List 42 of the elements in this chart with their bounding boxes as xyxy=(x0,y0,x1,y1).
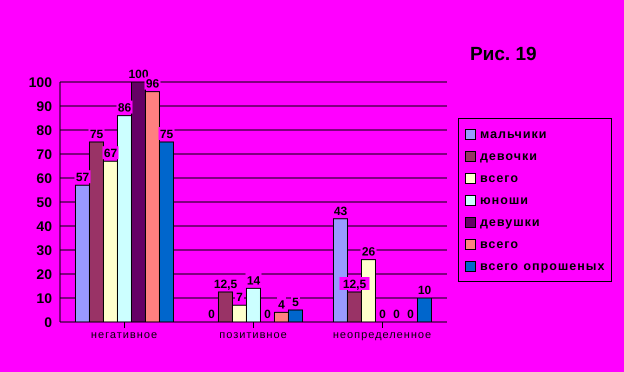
x-tick-label: негативное xyxy=(90,328,158,341)
y-tick-label: 60 xyxy=(36,170,52,186)
y-tick-label: 80 xyxy=(36,122,52,138)
legend-label: всего опрошеных xyxy=(480,259,606,273)
data-label: 0 xyxy=(407,307,414,321)
y-tick-label: 70 xyxy=(36,146,52,162)
y-tick-label: 50 xyxy=(36,194,52,210)
y-tick-label: 10 xyxy=(36,290,52,306)
data-label: 12,5 xyxy=(342,277,366,291)
data-label: 10 xyxy=(418,283,432,297)
y-tick-label: 40 xyxy=(36,218,52,234)
y-tick-label: 90 xyxy=(36,98,52,114)
legend-label: девочки xyxy=(480,149,538,163)
data-label: 0 xyxy=(379,307,386,321)
data-label: 86 xyxy=(118,100,132,115)
x-tick-label: неопределенное xyxy=(332,328,432,341)
data-label: 0 xyxy=(393,307,400,321)
data-label: 67 xyxy=(104,146,118,160)
legend-label: юноши xyxy=(480,193,529,207)
data-label: 5 xyxy=(292,295,300,309)
data-label: 43 xyxy=(334,204,348,218)
legend-label: мальчики xyxy=(480,127,548,141)
data-label: 75 xyxy=(90,127,104,141)
y-tick-label: 20 xyxy=(36,266,52,282)
data-label: 4 xyxy=(278,297,286,312)
y-tick-label: 100 xyxy=(28,74,52,90)
data-label: 96 xyxy=(146,76,160,91)
data-label: 12,5 xyxy=(214,277,238,291)
legend-label: всего xyxy=(480,237,519,251)
y-tick-label: 0 xyxy=(44,314,52,330)
data-label: 0 xyxy=(208,307,216,321)
x-tick-label: позитивное xyxy=(219,328,288,341)
data-label: 14 xyxy=(246,273,260,288)
data-label: 57 xyxy=(76,170,90,184)
data-label: 75 xyxy=(160,127,174,141)
y-tick-label: 30 xyxy=(36,242,52,258)
legend-label: девушки xyxy=(480,215,541,229)
text: Рис. 19 xyxy=(470,44,537,66)
data-label: 7 xyxy=(236,290,244,304)
data-label: 26 xyxy=(362,244,376,259)
legend-label: всего xyxy=(480,171,519,185)
data-label: 0 xyxy=(264,307,272,321)
